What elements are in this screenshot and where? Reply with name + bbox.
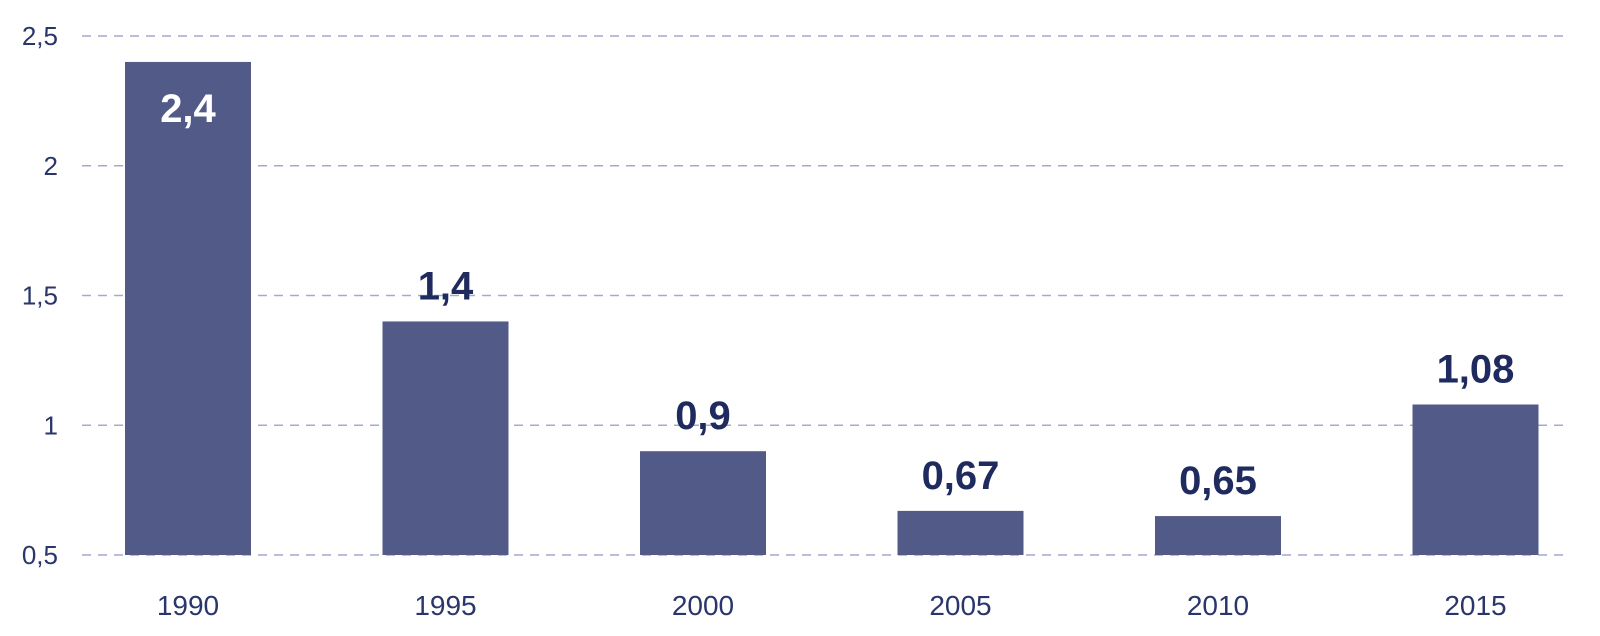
data-labels: 2,4 1,4 0,9 0,67 0,65 1,08: [160, 87, 1514, 503]
y-tick-label: 0,5: [22, 540, 58, 570]
x-tick-label: 2005: [929, 590, 991, 621]
y-tick-label: 2,5: [22, 21, 58, 51]
bar-value-label: 0,65: [1179, 459, 1257, 503]
bars: [125, 61, 1539, 555]
bar-value-label: 1,08: [1437, 347, 1515, 391]
bar-value-label: 2,4: [160, 87, 216, 131]
bar: [897, 510, 1024, 555]
x-axis-ticks: 1990 1995 2000 2005 2010 2015: [157, 590, 1507, 621]
bar: [1155, 516, 1281, 555]
x-tick-label: 2015: [1444, 590, 1506, 621]
x-tick-label: 1995: [414, 590, 476, 621]
x-tick-label: 1990: [157, 590, 219, 621]
y-tick-label: 2: [44, 151, 58, 181]
y-tick-label: 1: [44, 410, 58, 440]
gridlines: [82, 35, 1568, 556]
x-tick-label: 2010: [1187, 590, 1249, 621]
bar-value-label: 0,9: [675, 394, 731, 438]
bar: [640, 451, 766, 555]
y-axis-ticks: 0,5 1 1,5 2 2,5: [22, 21, 58, 570]
bar: [125, 61, 251, 555]
bar-value-label: 0,67: [922, 454, 1000, 498]
x-tick-label: 2000: [672, 590, 734, 621]
bar: [1412, 404, 1539, 555]
bar: [382, 321, 509, 555]
y-tick-label: 1,5: [22, 281, 58, 311]
bar-value-label: 1,4: [418, 264, 474, 308]
